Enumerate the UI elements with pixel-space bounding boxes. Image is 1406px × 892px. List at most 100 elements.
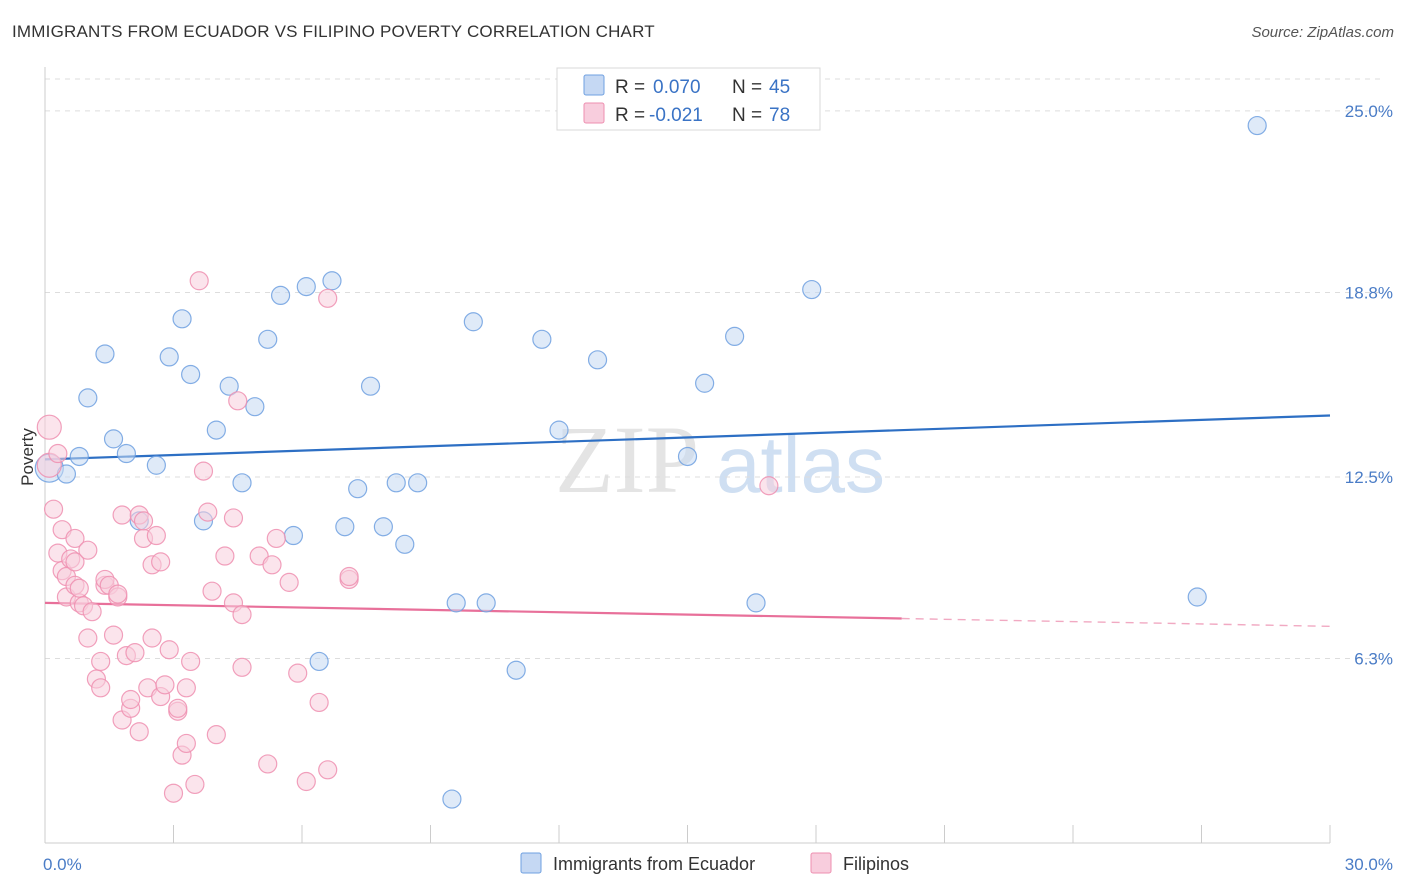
filipino-point-18: [82, 602, 102, 622]
filipino-point-52: [181, 651, 201, 672]
legend-n-label-1: N =: [732, 105, 762, 126]
bottom-legend-swatch-ecuador: [520, 852, 542, 874]
chart-source: Source: ZipAtlas.com: [1251, 24, 1394, 41]
filipino-point-39: [142, 628, 162, 648]
y-tick-label-2: 18.8%: [1345, 283, 1393, 302]
y-tick-labels: 6.3% 12.5% 18.8% 25.0%: [1345, 102, 1393, 669]
filipino-point-3: [48, 443, 68, 464]
filipino-point-41: [146, 525, 166, 546]
ecuador-point-40: [725, 326, 745, 347]
ecuador-point-35: [532, 329, 552, 349]
ecuador-point-11: [181, 364, 201, 385]
ecuador-point-32: [463, 312, 483, 332]
watermark-zip: ZIP: [555, 406, 699, 513]
ecuador-point-13: [206, 420, 226, 440]
ecuador-point-21: [309, 651, 329, 672]
ecuador-trend-line: [44, 414, 1331, 461]
filipino-trend-line-dashed: [901, 617, 1331, 628]
legend-swatch-filipino: [583, 102, 605, 124]
legend-swatch-ecuador: [583, 74, 605, 96]
chart-title: IMMIGRANTS FROM ECUADOR VS FILIPINO POVE…: [12, 22, 655, 41]
ecuador-point-5: [103, 429, 124, 449]
bottom-legend: Immigrants from Ecuador Filipinos: [520, 852, 909, 874]
filipino-point-16: [78, 628, 98, 648]
filipino-point-27: [108, 584, 128, 604]
legend-n-value-0: 45: [769, 77, 790, 98]
y-tick-label-0: 6.3%: [1354, 650, 1393, 669]
ecuador-point-6: [116, 443, 136, 464]
legend-r-label-0: R =: [615, 77, 645, 98]
ecuador-point-39: [695, 373, 715, 393]
ecuador-point-20: [296, 277, 316, 297]
filipino-point-14: [69, 578, 89, 598]
ecuador-point-16: [245, 397, 265, 417]
filipino-point-10: [65, 528, 85, 549]
ecuador-point-4: [95, 344, 115, 364]
legend: R = 0.070 N = 45 R = -0.021 N = 78: [556, 67, 821, 131]
bottom-legend-label-ecuador: Immigrants from Ecuador: [553, 854, 755, 874]
legend-r-value-0: 0.070: [653, 77, 701, 98]
data-points: [34, 115, 1267, 809]
ecuador-point-27: [386, 473, 406, 493]
filipino-point-54: [189, 271, 209, 291]
watermark: ZIP atlas: [555, 406, 885, 513]
filipino-point-17: [78, 540, 98, 560]
trend-lines: [44, 414, 1331, 628]
filipino-point-20: [91, 678, 111, 698]
filipino-point-21: [91, 651, 111, 672]
filipino-point-53: [185, 774, 205, 795]
filipino-point-55: [193, 461, 214, 481]
filipino-point-70: [296, 771, 316, 792]
ecuador-point-36: [549, 420, 569, 440]
filipino-point-25: [103, 625, 124, 645]
ecuador-point-3: [78, 388, 98, 408]
ecuador-point-15: [232, 473, 252, 493]
filipino-point-12: [65, 552, 85, 572]
legend-r-label-1: R =: [615, 105, 645, 126]
x-tick-label-1: 30.0%: [1345, 855, 1393, 874]
ecuador-point-26: [373, 517, 393, 537]
ecuador-point-41: [746, 593, 766, 613]
filipino-point-57: [202, 581, 222, 601]
ecuador-point-25: [360, 376, 381, 396]
filipino-point-51: [176, 678, 196, 698]
ecuador-point-10: [172, 309, 192, 329]
filipino-point-62: [232, 604, 252, 625]
filipino-point-68: [279, 572, 299, 592]
ecuador-point-8: [146, 455, 166, 475]
filipino-point-63: [232, 657, 252, 677]
ecuador-point-30: [442, 789, 462, 809]
filipino-point-67: [266, 528, 286, 549]
legend-n-label-0: N =: [732, 77, 762, 98]
filipino-point-59: [215, 546, 235, 566]
filipino-point-73: [318, 288, 338, 308]
ecuador-point-28: [395, 534, 415, 554]
filipino-point-75: [339, 566, 359, 587]
filipino-trend-line: [44, 601, 902, 620]
filipino-point-42: [151, 552, 171, 572]
ecuador-point-17: [258, 329, 278, 349]
filipino-point-45: [159, 640, 179, 660]
ecuador-point-14: [219, 376, 239, 396]
filipino-point-69: [288, 663, 308, 683]
ecuador-point-18: [270, 285, 291, 306]
bottom-legend-label-filipino: Filipinos: [843, 854, 909, 874]
ecuador-point-29: [408, 473, 428, 493]
ecuador-point-44: [1247, 115, 1267, 136]
filipino-point-29: [112, 505, 132, 525]
bottom-legend-swatch-filipino: [810, 852, 832, 874]
filipino-point-71: [309, 692, 329, 713]
filipino-point-44: [155, 675, 175, 695]
x-tick-label-0: 0.0%: [43, 855, 82, 874]
ecuador-point-9: [159, 347, 179, 367]
ecuador-point-31: [446, 593, 466, 613]
filipino-point-34: [129, 722, 149, 742]
filipino-point-32: [121, 689, 141, 710]
ecuador-point-38: [677, 446, 698, 467]
filipino-point-2: [43, 499, 64, 519]
filipino-point-61: [228, 391, 248, 411]
filipino-point-48: [168, 698, 188, 718]
y-tick-label-3: 25.0%: [1345, 102, 1393, 121]
filipino-point-72: [318, 760, 338, 780]
